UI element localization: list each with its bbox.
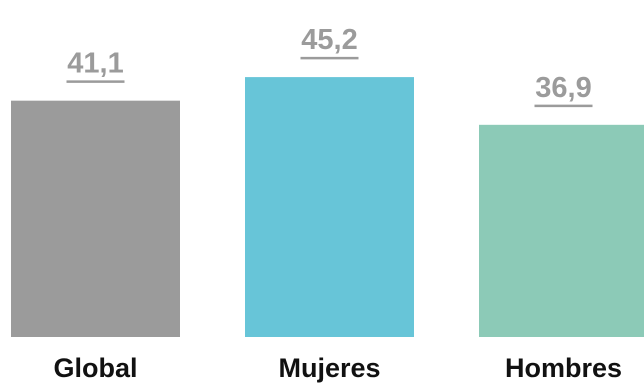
bars-group — [11, 77, 644, 337]
category-labels-group: Global Mujeres Hombres — [53, 353, 622, 383]
category-label-mujeres: Mujeres — [278, 353, 380, 383]
category-label-hombres: Hombres — [505, 353, 622, 383]
value-labels-group: 41,1 45,2 36,9 — [66, 24, 593, 108]
category-label-global: Global — [53, 353, 137, 383]
bar-global — [11, 100, 180, 337]
bar-mujeres — [245, 77, 414, 337]
value-label-global: 41,1 — [67, 48, 123, 80]
bar-hombres — [479, 124, 644, 337]
value-label-hombres: 36,9 — [535, 72, 591, 104]
value-label-mujeres: 45,2 — [301, 24, 357, 56]
